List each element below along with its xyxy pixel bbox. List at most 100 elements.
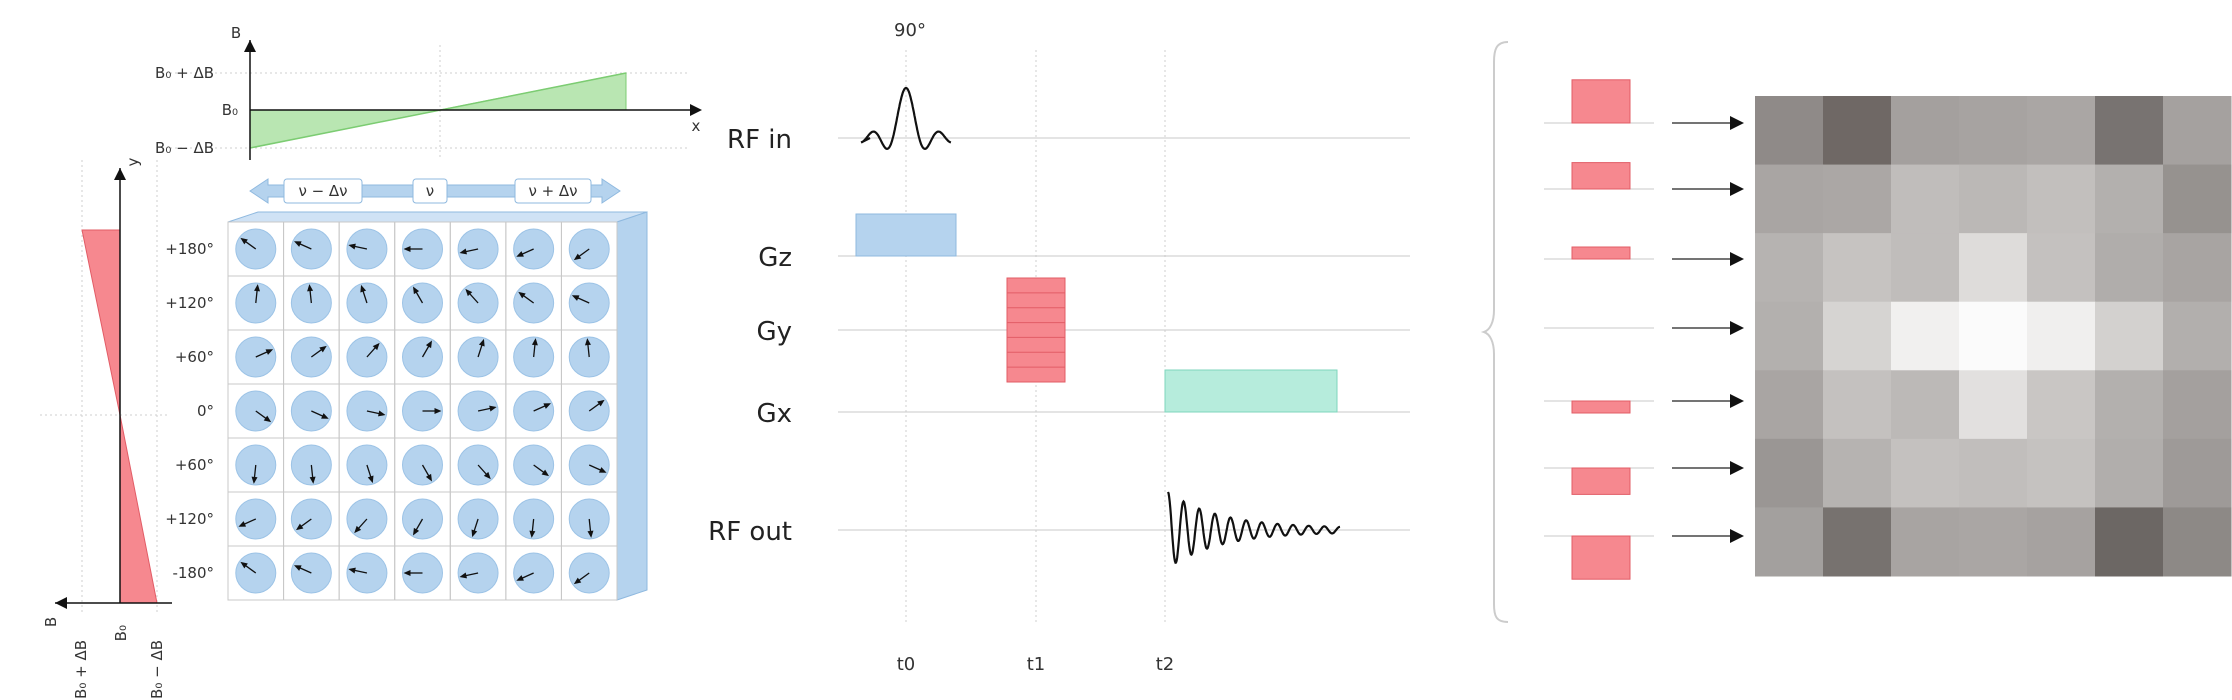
spin-vector-arrowhead	[378, 410, 386, 417]
grouping-brace	[1480, 41, 1509, 623]
sequence-label-gy: Gy	[756, 317, 792, 347]
sequence-label-gx: Gx	[756, 399, 792, 429]
spin-vector-arrowhead	[413, 527, 420, 536]
spin-vector-arrowhead	[516, 251, 524, 257]
image-pixel	[1959, 438, 2028, 508]
spin-vector-arrowhead	[309, 476, 316, 484]
time-label-t2: t2	[1156, 654, 1175, 675]
image-pixel	[2027, 438, 2096, 508]
image-pixel	[2163, 301, 2232, 371]
gy-step-lines	[1007, 292, 1065, 368]
time-label-t1: t1	[1027, 654, 1046, 675]
image-pixel	[1891, 96, 1960, 166]
rf-out-echo-signal	[1166, 491, 1341, 564]
image-pixel	[1891, 164, 1960, 234]
image-pixel	[1823, 507, 1892, 577]
phase-row-label: +120°	[165, 294, 214, 312]
image-pixel	[1755, 96, 1824, 166]
image-pixel	[2163, 164, 2232, 234]
spin-vector-arrowhead	[254, 284, 261, 292]
spin-vector-arrowhead	[251, 476, 258, 484]
image-pixel	[1823, 164, 1892, 234]
phase-encoding-grid: +180° +120° +60° 0° +60° +120° -180°	[165, 211, 648, 601]
spin-vector-arrowhead	[238, 521, 247, 527]
y-level-mid-label: B₀	[112, 625, 130, 641]
phase-step-pulse	[1571, 79, 1631, 124]
image-pixel	[1891, 507, 1960, 577]
image-pixel	[2027, 301, 2096, 371]
image-pixel	[2095, 301, 2164, 371]
spin-vector-arrowhead	[543, 403, 552, 409]
phase-step-pulse	[1571, 467, 1631, 495]
image-pixel	[2095, 507, 2164, 577]
reconstructed-image-grid	[1755, 96, 2232, 577]
phase-step-arrowhead	[1730, 252, 1744, 266]
frequency-arrow: ν − Δν ν ν + Δν	[249, 178, 621, 204]
phase-cell	[560, 545, 618, 601]
phase-step-arrowhead	[1730, 116, 1744, 130]
pulse-sequence-diagram: 90° RF in Gz Gy Gx RF out t0 t1 t2	[708, 20, 1410, 675]
y-grad-bottom-area	[119, 414, 158, 604]
spin-circle	[235, 336, 277, 378]
spin-vector-arrowhead	[584, 338, 591, 346]
spin-vector-arrowhead	[293, 241, 302, 247]
spin-vector-arrowhead	[321, 413, 329, 419]
image-pixel	[2163, 438, 2232, 508]
image-pixel	[2095, 370, 2164, 440]
image-pixel	[1959, 233, 2028, 303]
spin-vector-arrowhead	[360, 284, 367, 293]
image-pixel	[1755, 438, 1824, 508]
spin-vector-arrowhead	[459, 572, 467, 579]
spin-vector-arrowhead	[573, 253, 582, 261]
image-pixel	[2095, 438, 2164, 508]
phase-cells	[227, 221, 618, 601]
phase-step-pulse	[1571, 246, 1631, 260]
image-pixel	[1959, 507, 2028, 577]
image-pixel	[2027, 233, 2096, 303]
gz-gradient-pulse	[855, 213, 957, 257]
image-pixel	[1891, 438, 1960, 508]
spin-vector-arrowhead	[348, 567, 356, 574]
phase-row-label: -180°	[172, 564, 214, 582]
image-pixel	[1823, 301, 1892, 371]
image-pixel	[2163, 370, 2232, 440]
phase-encoding-steps	[1544, 79, 1744, 580]
spin-vector-arrowhead	[573, 577, 582, 585]
spin-vector-arrowhead	[518, 291, 526, 299]
spin-vector-arrowhead	[413, 286, 420, 295]
grid-slab-side	[616, 211, 648, 601]
image-pixel	[1823, 233, 1892, 303]
phase-step-arrowhead	[1730, 394, 1744, 408]
spin-vector-arrowhead	[597, 399, 605, 407]
freq-mid-label: ν	[426, 182, 434, 200]
spin-vector-arrowhead	[265, 349, 274, 355]
image-pixel	[1823, 438, 1892, 508]
spin-vector-arrowhead	[531, 338, 538, 346]
gy-phase-gradient-pulse	[1006, 277, 1066, 383]
spin-vector-arrowhead	[541, 469, 550, 477]
sequence-label-gz: Gz	[758, 243, 792, 273]
spin-vector-arrowhead	[240, 237, 248, 245]
image-pixel	[2163, 233, 2232, 303]
x-axis-label: x	[692, 117, 701, 135]
freq-right-box	[514, 178, 592, 204]
spin-vector-arrowhead	[529, 530, 536, 538]
freq-left-label: ν − Δν	[298, 182, 347, 200]
freq-left-box	[283, 178, 363, 204]
phase-row-label: +60°	[175, 348, 214, 366]
time-label-t0: t0	[897, 654, 916, 675]
image-pixel	[1755, 164, 1824, 234]
spin-vector-arrowhead	[598, 467, 607, 473]
spin-vector-arrowhead	[459, 248, 467, 255]
gx-readout-gradient-pulse	[1164, 369, 1338, 413]
x-gradient-plot: B x B₀ + ΔB B₀ B₀ − ΔB	[155, 24, 702, 160]
spin-vector-arrowhead	[587, 530, 594, 538]
image-pixel	[1891, 301, 1960, 371]
spin-vector-arrowhead	[471, 529, 478, 538]
spin-vector-arrowhead	[465, 288, 473, 297]
phase-step-arrowhead	[1730, 529, 1744, 543]
y-b-axis-label: B	[42, 617, 60, 627]
x-level-bottom-label: B₀ − ΔB	[155, 139, 214, 157]
phase-row-label: +120°	[165, 510, 214, 528]
sequence-label-rf-out: RF out	[708, 517, 792, 547]
